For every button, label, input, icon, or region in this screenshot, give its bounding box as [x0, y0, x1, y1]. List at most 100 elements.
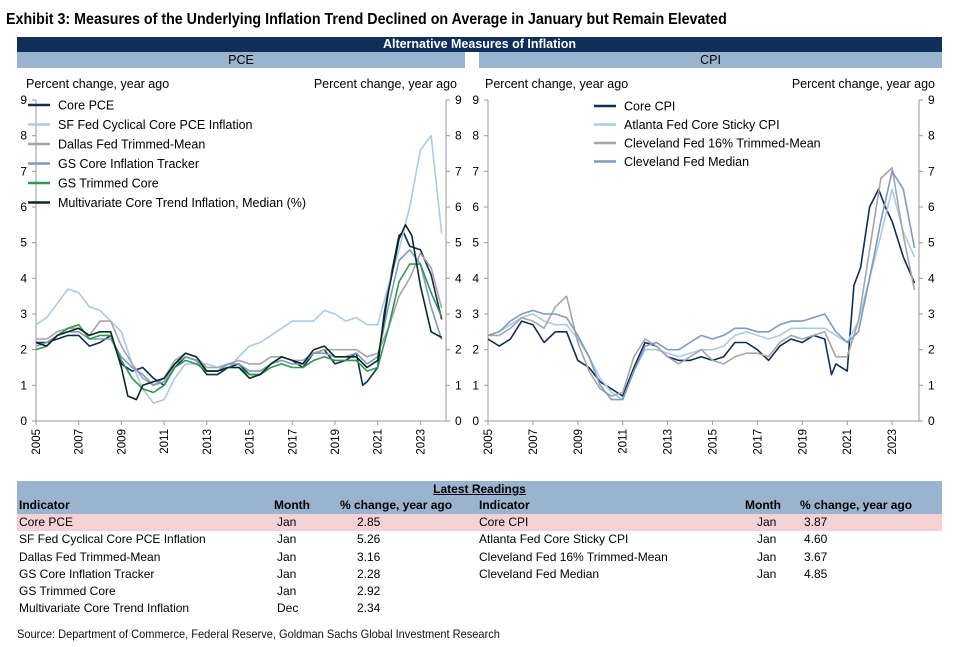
y-tick-label-left: 6	[472, 200, 479, 214]
value-cell: 2.92	[357, 584, 381, 599]
y-tick-label-right: 4	[928, 271, 935, 285]
value-cell: 4.85	[804, 566, 828, 581]
value-cell: 3.67	[804, 549, 828, 564]
main-banner: Alternative Measures of Inflation	[17, 37, 942, 52]
value-cell: 2.34	[357, 601, 381, 616]
series-line-cpi-2	[488, 167, 916, 397]
indicator-cell: Multivariate Core Trend Inflation	[19, 601, 190, 616]
readings-body: Core PCE Jan 2.85 Core CPI Jan 3.87 SF Fed Cyc…	[17, 514, 942, 618]
y-tick-label-left: 5	[472, 236, 479, 250]
table-row: Dallas Fed Trimmed-Mean Jan 3.16 Cleveland …	[17, 549, 942, 566]
y-tick-label-right: 7	[928, 164, 935, 178]
value-cell: 5.26	[357, 532, 381, 547]
series-line-pce-2	[36, 252, 443, 387]
series-line-cpi-3	[487, 170, 916, 401]
header-indicator: Indicator	[479, 498, 530, 512]
y-tick-label-left: 1	[472, 378, 479, 392]
y-axis-title-left: Percent change, year ago	[26, 77, 169, 91]
x-tick-label: 2015	[245, 429, 257, 455]
month-cell: Jan	[277, 549, 297, 564]
y-tick-label-left: 4	[20, 271, 27, 285]
table-row: Multivariate Core Trend Inflation Dec 2.34	[17, 600, 942, 617]
legend-label: Core CPI	[624, 100, 675, 114]
latest-readings-title: Latest Readings	[17, 481, 942, 497]
x-tick-label: 2005	[31, 429, 43, 455]
indicator-cell: Core CPI	[479, 515, 529, 529]
y-tick-label-left: 9	[20, 93, 27, 107]
y-tick-label-right: 5	[455, 236, 462, 250]
y-tick-label-left: 2	[20, 343, 27, 357]
y-tick-label-left: 7	[20, 164, 27, 178]
y-axis-title-right: Percent change, year ago	[792, 77, 935, 91]
y-axis-title-right: Percent change, year ago	[314, 77, 457, 91]
x-tick-label: 2007	[74, 429, 86, 455]
y-tick-label-right: 1	[455, 378, 462, 392]
series-line-cpi-1	[487, 188, 916, 401]
y-tick-label-left: 1	[20, 378, 27, 392]
y-tick-label-right: 1	[928, 378, 935, 392]
x-tick-label: 2017	[752, 429, 764, 455]
x-tick-label: 2009	[573, 429, 585, 455]
header-month: Month	[274, 498, 310, 512]
x-tick-label: 2021	[842, 429, 854, 455]
month-cell: Jan	[277, 532, 297, 547]
y-tick-label-left: 2	[472, 343, 479, 357]
pce-panel-title: PCE	[17, 52, 465, 68]
series-line-cpi-0	[487, 188, 916, 397]
legend-label: GS Core Inflation Tracker	[58, 157, 199, 171]
series-line-pce-4	[35, 263, 443, 394]
y-tick-label-left: 8	[20, 129, 27, 143]
y-tick-label-right: 2	[455, 343, 462, 357]
month-cell: Jan	[277, 584, 297, 599]
legend-label: Core PCE	[58, 99, 114, 113]
indicator-cell: GS Core Inflation Tracker	[19, 566, 155, 581]
series-line-pce-1	[35, 134, 443, 405]
x-tick-label: 2013	[202, 429, 214, 455]
y-tick-label-right: 6	[455, 200, 462, 214]
y-tick-label-right: 9	[928, 93, 935, 107]
y-tick-label-right: 7	[455, 164, 462, 178]
indicator-cell: Cleveland Fed 16% Trimmed-Mean	[479, 549, 668, 564]
x-tick-label: 2011	[618, 429, 630, 454]
header-change: % change, year ago	[340, 498, 453, 512]
x-tick-label: 2013	[663, 429, 675, 455]
y-tick-label-right: 3	[928, 307, 935, 321]
y-tick-label-right: 0	[928, 414, 935, 428]
x-tick-label: 2009	[116, 429, 128, 455]
y-tick-label-right: 4	[455, 271, 462, 285]
value-cell: 3.87	[804, 515, 828, 529]
month-cell: Jan	[757, 532, 777, 547]
y-tick-label-right: 3	[455, 307, 462, 321]
y-tick-label-right: 5	[928, 236, 935, 250]
y-tick-label-left: 6	[20, 200, 27, 214]
x-tick-label: 2019	[797, 429, 809, 455]
legend-label: SF Fed Cyclical Core PCE Inflation	[58, 118, 253, 132]
series-line-pce-3	[35, 249, 443, 387]
cpi-panel-title: CPI	[479, 52, 942, 68]
table-row: GS Core Inflation Tracker Jan 2.28 Clevelan…	[17, 566, 942, 583]
x-tick-label: 2023	[415, 429, 427, 455]
header-change: % change, year ago	[800, 498, 913, 512]
legend-label: GS Trimmed Core	[58, 177, 159, 191]
y-tick-label-right: 6	[928, 200, 935, 214]
x-tick-label: 2017	[287, 429, 299, 455]
y-tick-label-left: 4	[472, 271, 479, 285]
source-note: Source: Department of Commerce, Federal …	[17, 627, 500, 641]
latest-readings-table: Latest Readings Indicator Month % change…	[17, 481, 942, 618]
y-tick-label-left: 3	[20, 307, 27, 321]
exhibit-title: Exhibit 3: Measures of the Underlying In…	[6, 11, 727, 28]
indicator-cell: SF Fed Cyclical Core PCE Inflation	[19, 532, 206, 547]
y-tick-label-left: 0	[472, 414, 479, 428]
y-tick-label-right: 8	[455, 129, 462, 143]
y-tick-label-right: 8	[928, 129, 935, 143]
legend-label: Cleveland Fed Median	[624, 155, 749, 169]
x-tick-label: 2021	[373, 429, 385, 455]
pce-chart: Percent change, year ago Percent change, …	[20, 77, 462, 455]
indicator-cell: Dallas Fed Trimmed-Mean	[19, 549, 161, 564]
x-tick-label: 2023	[887, 429, 899, 455]
indicator-cell: Core PCE	[19, 515, 74, 529]
table-row: GS Trimmed Core Jan 2.92	[17, 583, 942, 600]
x-tick-label: 2019	[330, 429, 342, 455]
indicator-cell: Cleveland Fed Median	[479, 566, 600, 581]
y-tick-label-left: 0	[20, 414, 27, 428]
